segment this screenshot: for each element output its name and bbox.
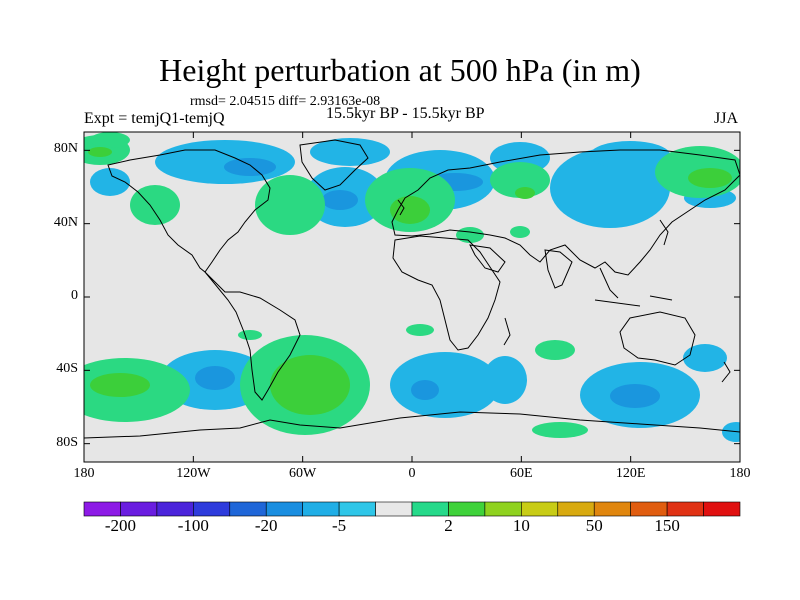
colorbar-swatch bbox=[265, 501, 303, 517]
colorbar-swatch bbox=[484, 501, 522, 517]
y-tick-label: 80S bbox=[56, 434, 78, 450]
colorbar-swatch bbox=[448, 501, 486, 517]
colorbar-swatch bbox=[229, 501, 267, 517]
strong-negative-cores bbox=[195, 158, 660, 408]
anomaly-fields bbox=[84, 132, 740, 462]
colorbar bbox=[83, 501, 741, 517]
y-tick-label: 0 bbox=[71, 288, 78, 303]
coastlines bbox=[84, 139, 740, 462]
strong-positive-cores bbox=[88, 147, 732, 415]
colorbar-swatch bbox=[120, 501, 158, 517]
colorbar-swatch bbox=[302, 501, 340, 517]
tick-marks bbox=[83, 132, 741, 462]
stats-text: rmsd= 2.04515 diff= 2.93163e-08 bbox=[190, 94, 381, 109]
y-tick-label: 80N bbox=[53, 141, 78, 157]
period-label: 15.5kyr BP - 15.5kyr BP bbox=[326, 105, 485, 122]
colorbar-label: 150 bbox=[654, 516, 680, 535]
colorbar-swatch bbox=[156, 501, 194, 517]
colorbar-swatch bbox=[521, 501, 559, 517]
colorbar-label: 2 bbox=[444, 516, 453, 535]
colorbar-swatch bbox=[375, 501, 413, 517]
x-tick-label: 60E bbox=[510, 466, 533, 481]
x-tick-label: 180 bbox=[73, 466, 95, 481]
x-tick-label: 120E bbox=[615, 466, 646, 481]
colorbar-swatch bbox=[411, 501, 449, 517]
colorbar-label: -5 bbox=[332, 516, 347, 535]
colorbar-swatch bbox=[703, 501, 741, 517]
colorbar-swatch bbox=[593, 501, 631, 517]
x-tick-label: 120W bbox=[176, 466, 211, 481]
colorbar-label: 10 bbox=[512, 516, 530, 535]
x-tick-label: 0 bbox=[408, 466, 416, 481]
colorbar-label: -100 bbox=[177, 516, 209, 535]
colorbar-swatch bbox=[338, 501, 376, 517]
colorbar-label: -200 bbox=[104, 516, 137, 535]
experiment-label: Expt = temjQ1-temjQ bbox=[84, 110, 225, 127]
colorbar-swatch bbox=[630, 501, 668, 517]
y-tick-label: 40N bbox=[53, 214, 78, 230]
colorbar-label: -20 bbox=[254, 516, 278, 535]
colorbar-swatch bbox=[83, 501, 121, 517]
colorbar-label: 50 bbox=[585, 516, 603, 535]
x-tick-label: 180 bbox=[729, 466, 751, 481]
y-tick-label: 40S bbox=[56, 361, 78, 377]
colorbar-swatch bbox=[666, 501, 704, 517]
plot-title: Height perturbation at 500 hPa (in m) bbox=[159, 52, 641, 88]
colorbar-swatch bbox=[557, 501, 595, 517]
colorbar-swatch bbox=[193, 501, 231, 517]
x-tick-label: 60W bbox=[289, 466, 317, 481]
season-label: JJA bbox=[714, 110, 739, 127]
